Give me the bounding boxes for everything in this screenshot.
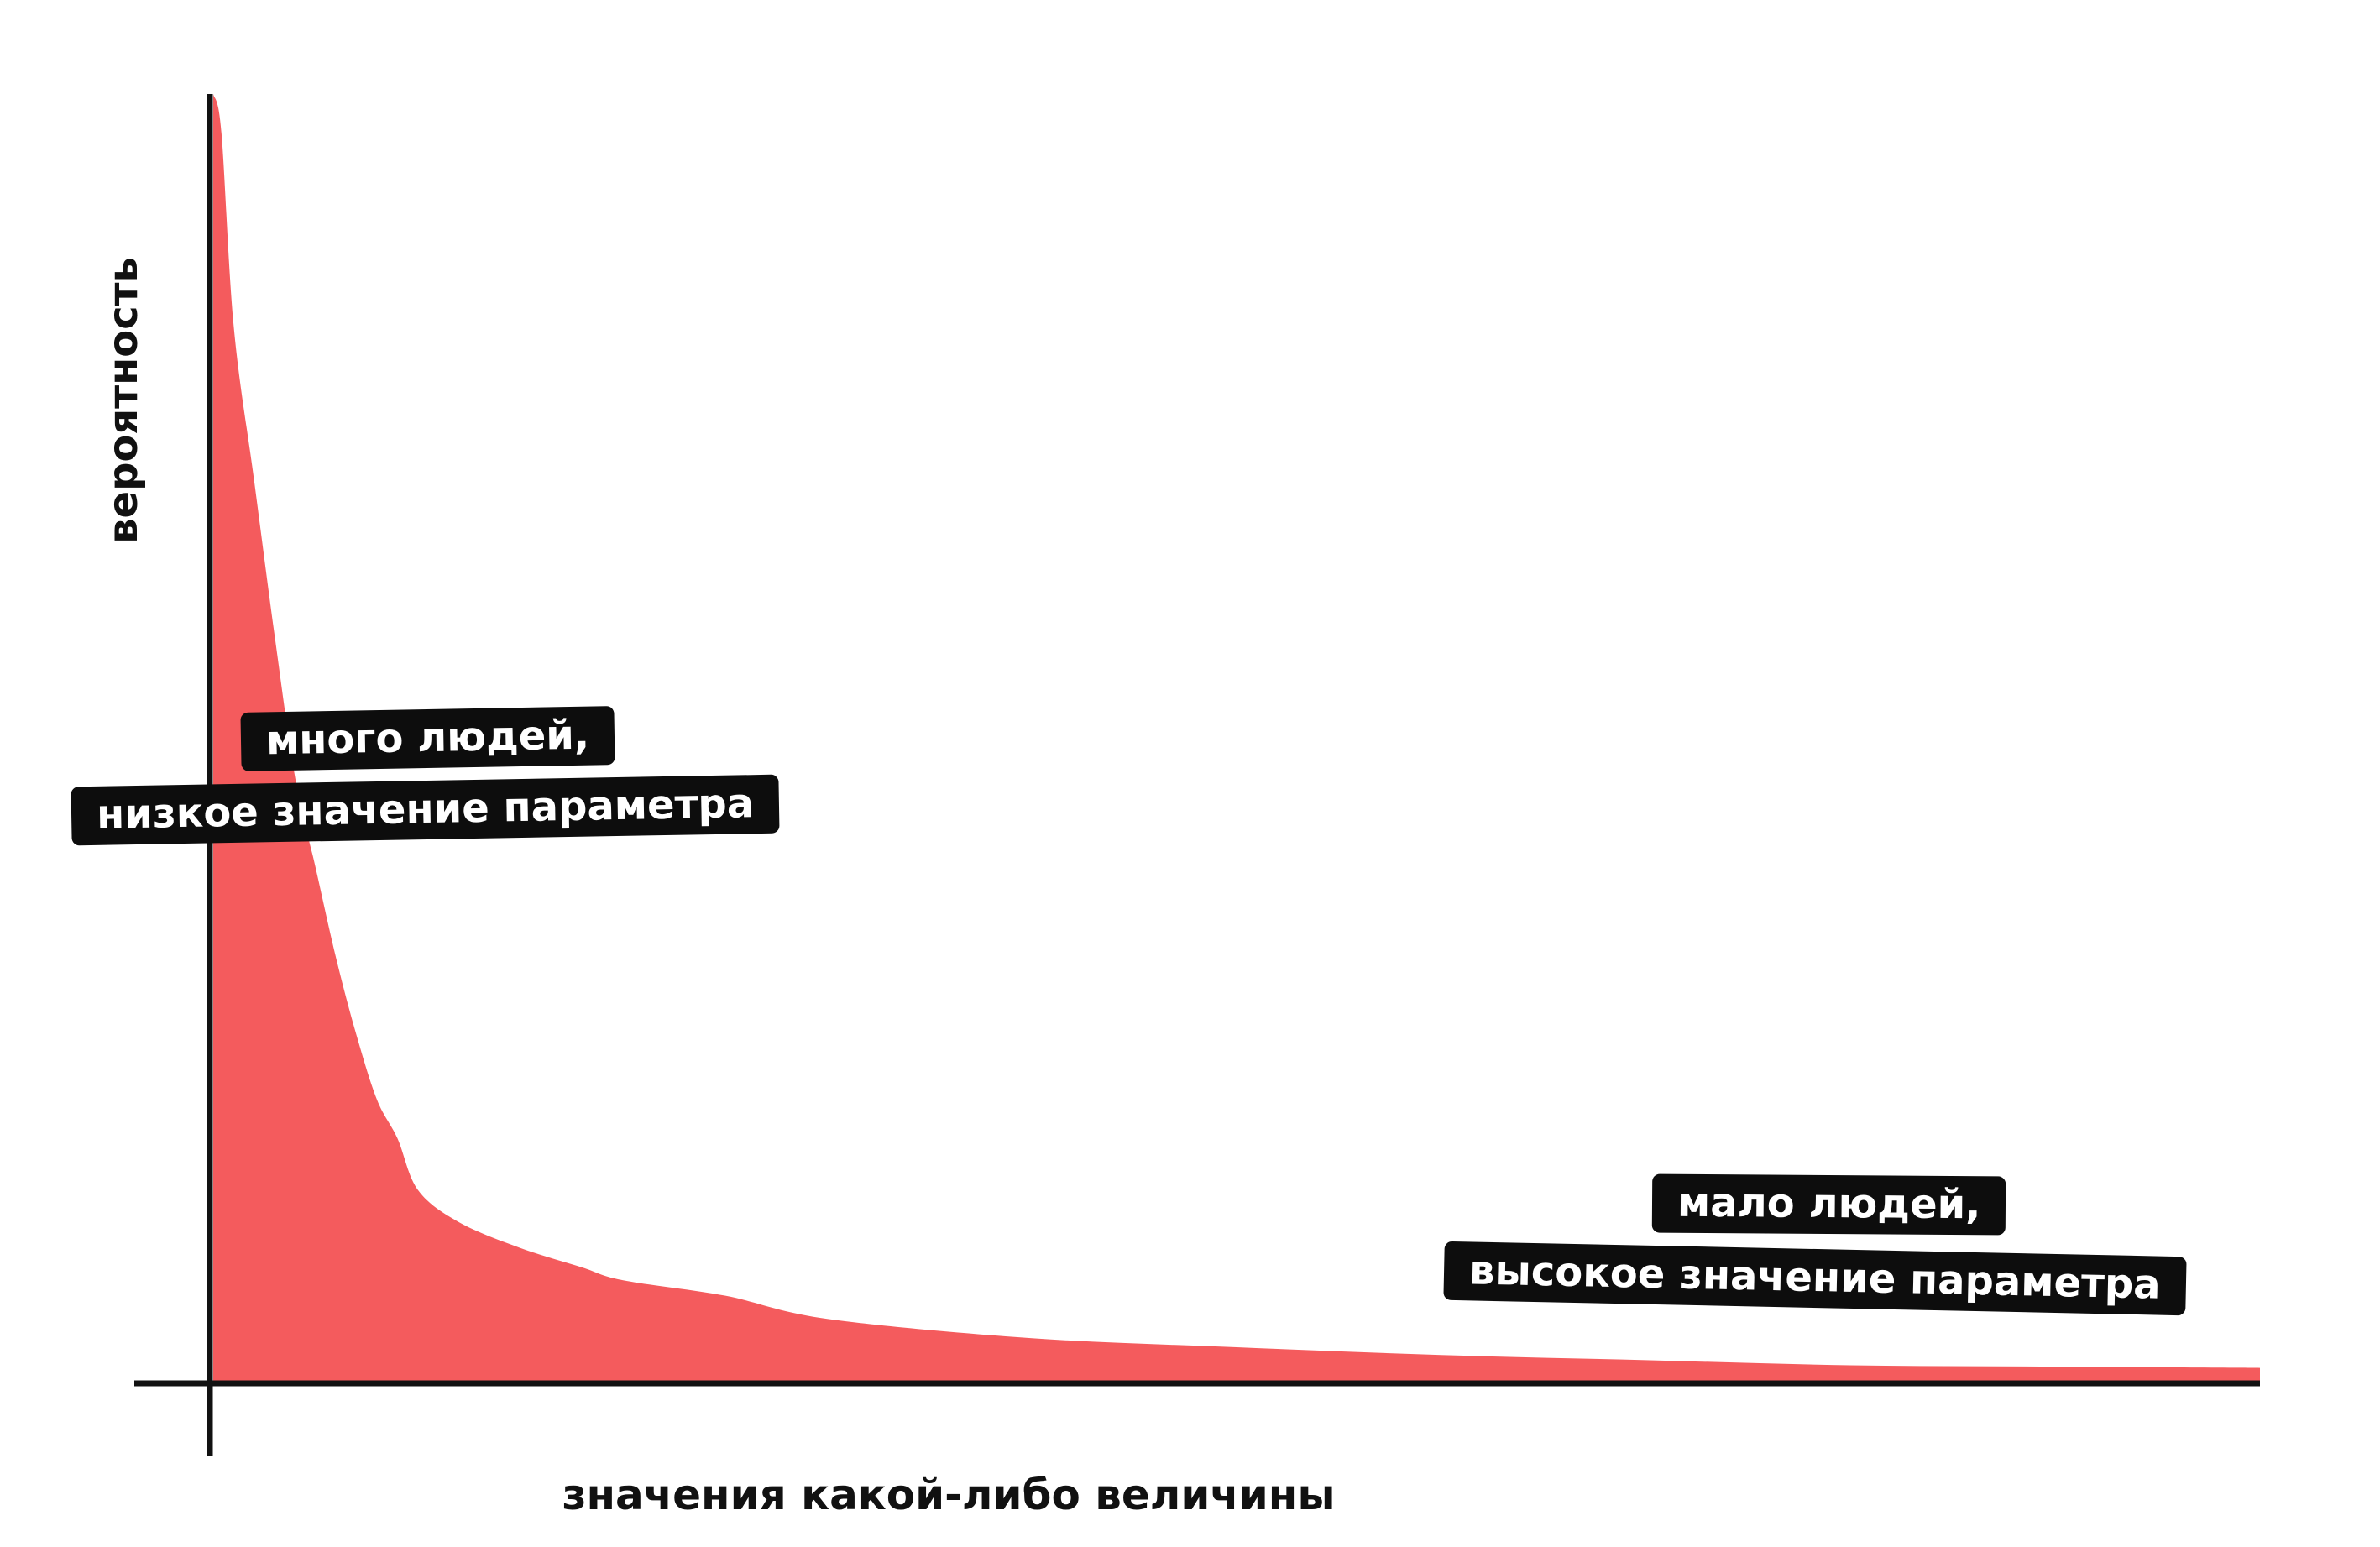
annotation-low-line1: мало людей, [1651,1173,2006,1236]
annotation-high-line1: много людей, [240,706,615,771]
distribution-area [213,94,2260,1383]
x-axis-label: значения какой-либо величины [562,1471,1336,1519]
annotation-high-line2: низкое значение параметра [71,774,780,846]
y-axis-label: вероятность [100,257,147,544]
